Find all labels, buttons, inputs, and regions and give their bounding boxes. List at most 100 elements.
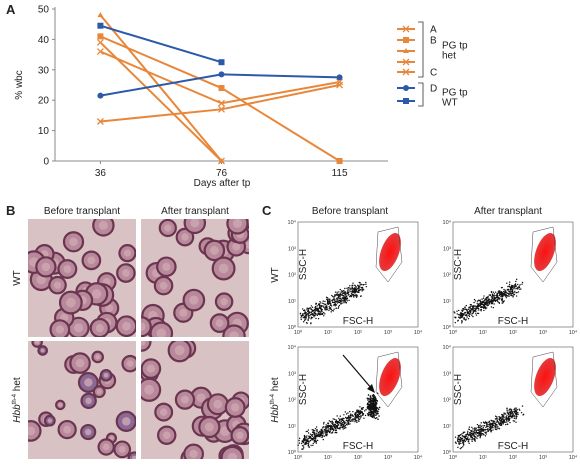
event-dot	[313, 309, 316, 311]
event-dot	[311, 438, 313, 440]
event-dot	[496, 421, 498, 423]
event-dot	[371, 406, 374, 409]
event-dot	[486, 305, 488, 307]
event-dot	[339, 294, 342, 296]
event-dot	[463, 318, 466, 320]
event-dot	[330, 426, 333, 428]
event-dot	[320, 305, 322, 307]
cell-center	[84, 378, 93, 387]
cell-center	[40, 348, 45, 353]
event-dot	[501, 294, 504, 296]
micrograph	[141, 341, 249, 459]
gated-population	[534, 232, 556, 272]
event-dot	[489, 294, 492, 297]
x-tick-label: 10⁴	[569, 454, 578, 461]
event-dot	[362, 284, 365, 286]
event-dot	[359, 406, 361, 408]
event-dot	[309, 314, 312, 316]
event-dot	[502, 300, 505, 303]
event-dot	[342, 300, 344, 302]
event-dot	[461, 437, 464, 440]
event-dot	[480, 425, 483, 427]
event-dot	[356, 416, 358, 419]
event-dot	[316, 309, 318, 311]
event-dot	[344, 411, 347, 413]
y-tick-label: 10²	[443, 273, 451, 279]
event-dot	[472, 428, 474, 430]
marker	[97, 12, 104, 18]
event-dot	[458, 309, 460, 312]
event-dot	[298, 437, 301, 440]
event-dot	[464, 440, 467, 443]
event-dot	[462, 443, 465, 445]
event-dot	[479, 299, 481, 301]
event-dot	[480, 431, 482, 433]
gated-population	[379, 357, 401, 397]
event-dot	[358, 288, 360, 291]
event-dot	[502, 301, 504, 304]
x-tick-label: 10¹	[324, 330, 332, 336]
x-axis-label: FSC-H	[343, 316, 374, 327]
event-dot	[349, 410, 351, 413]
event-dot	[520, 288, 522, 290]
event-dot	[341, 290, 343, 292]
event-dot	[491, 299, 494, 301]
event-dot	[496, 293, 498, 295]
event-dot	[369, 411, 372, 413]
event-dot	[302, 440, 305, 443]
event-dot	[474, 300, 477, 302]
cell-center	[102, 443, 110, 451]
arrow-head	[367, 384, 375, 393]
event-dot	[350, 291, 352, 293]
event-dot	[355, 412, 357, 415]
marker	[218, 59, 225, 66]
event-dot	[464, 314, 466, 316]
event-dot	[342, 420, 345, 422]
event-dot	[312, 310, 314, 313]
legend-label: C	[430, 68, 437, 79]
event-dot	[351, 284, 353, 287]
event-dot	[350, 295, 353, 297]
event-dot	[479, 436, 481, 439]
cell-center	[122, 321, 131, 331]
event-dot	[376, 411, 379, 413]
y-tick-label: 10²	[288, 398, 296, 404]
event-dot	[509, 291, 511, 293]
event-dot	[355, 294, 357, 296]
event-dot	[308, 315, 311, 317]
micrograph	[141, 219, 249, 337]
event-dot	[488, 301, 490, 303]
event-dot	[328, 309, 330, 312]
event-dot	[343, 291, 345, 294]
event-dot	[484, 428, 487, 431]
event-dot	[464, 306, 466, 309]
event-dot	[319, 307, 322, 310]
event-dot	[367, 401, 370, 403]
cell	[222, 324, 246, 337]
event-dot	[483, 309, 485, 312]
event-dot	[500, 418, 503, 420]
event-dot	[461, 316, 463, 319]
event-dot	[324, 313, 326, 315]
event-dot	[308, 446, 310, 448]
event-dot	[484, 308, 487, 310]
event-dot	[482, 428, 485, 431]
event-dot	[316, 314, 319, 317]
event-dot	[336, 432, 338, 434]
event-dot	[317, 317, 320, 320]
event-dot	[334, 298, 336, 300]
event-dot	[318, 305, 321, 307]
event-dot	[355, 413, 357, 416]
event-dot	[513, 287, 515, 289]
event-dot	[459, 434, 461, 437]
event-dot	[343, 427, 346, 429]
event-dot	[494, 420, 496, 423]
event-dot	[352, 282, 354, 284]
event-dot	[479, 432, 481, 434]
event-dot	[334, 294, 337, 296]
event-dot	[494, 425, 496, 428]
event-dot	[337, 422, 339, 424]
event-dot	[333, 418, 336, 421]
event-dot	[477, 309, 480, 311]
